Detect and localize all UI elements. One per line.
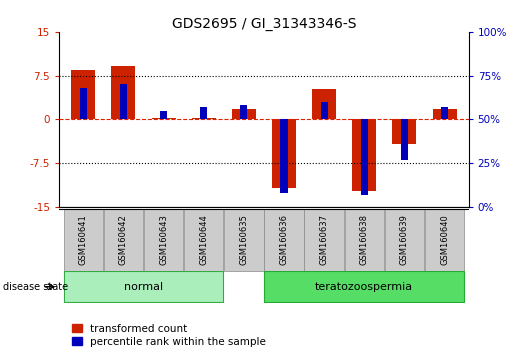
Bar [433, 109, 457, 120]
Bar [120, 85, 127, 120]
Text: GSM160640: GSM160640 [440, 215, 449, 265]
Bar [160, 111, 167, 120]
Bar [392, 120, 417, 144]
Bar [64, 272, 224, 302]
Title: GDS2695 / GI_31343346-S: GDS2695 / GI_31343346-S [171, 17, 356, 31]
Text: GSM160635: GSM160635 [239, 215, 248, 265]
Legend: transformed count, percentile rank within the sample: transformed count, percentile rank withi… [72, 324, 266, 347]
Bar [385, 209, 424, 271]
Text: GSM160643: GSM160643 [159, 215, 168, 265]
Bar [232, 109, 256, 120]
Bar [264, 272, 464, 302]
Bar [264, 209, 304, 271]
Text: disease state: disease state [3, 282, 67, 292]
Bar [352, 120, 376, 191]
Bar [200, 107, 208, 120]
Bar [312, 89, 336, 120]
Bar [64, 209, 103, 271]
Text: GSM160642: GSM160642 [119, 215, 128, 265]
Text: teratozoospermia: teratozoospermia [315, 282, 414, 292]
Bar [401, 120, 408, 160]
Bar [272, 120, 296, 188]
Bar [360, 120, 368, 195]
Text: GSM160644: GSM160644 [199, 215, 208, 265]
Bar [304, 209, 344, 271]
Text: GSM160636: GSM160636 [280, 214, 288, 266]
Text: GSM160637: GSM160637 [320, 214, 329, 266]
Bar [425, 209, 464, 271]
Bar [151, 118, 176, 120]
Text: GSM160639: GSM160639 [400, 215, 409, 265]
Bar [441, 107, 448, 120]
Text: GSM160638: GSM160638 [360, 214, 369, 266]
Bar [192, 118, 216, 120]
Bar [184, 209, 224, 271]
Bar [320, 102, 328, 120]
Bar [345, 209, 384, 271]
Bar [111, 66, 135, 120]
Bar [224, 209, 264, 271]
Bar [144, 209, 183, 271]
Bar [280, 120, 287, 193]
Bar [241, 105, 248, 120]
Text: normal: normal [124, 282, 163, 292]
Bar [80, 88, 87, 120]
Bar [104, 209, 143, 271]
Text: GSM160641: GSM160641 [79, 215, 88, 265]
Bar [71, 70, 95, 120]
